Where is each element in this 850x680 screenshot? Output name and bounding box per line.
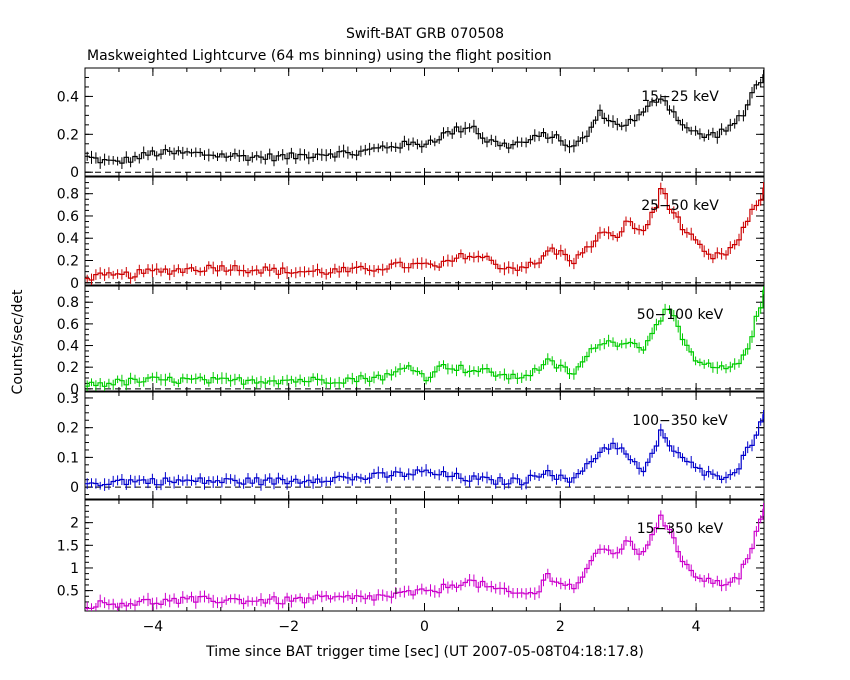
x-tick-label: 4 <box>692 619 701 635</box>
series-line <box>85 289 764 387</box>
panel-1: 0 0.2 0.4 15−25 keV <box>57 67 765 181</box>
y-tick-label: 0 <box>70 165 79 181</box>
y-tick-label: 1 <box>70 561 79 577</box>
series-line <box>85 187 764 281</box>
series-line <box>85 508 764 609</box>
y-tick-label: 0.6 <box>57 209 79 225</box>
band-label: 15−25 keV <box>641 89 719 105</box>
y-tick-label: 0.4 <box>57 89 79 105</box>
panel-frame <box>84 499 765 612</box>
series-error-bars <box>86 69 764 169</box>
y-axis-label: Counts/sec/det <box>10 289 26 394</box>
panel-3: 0 0.2 0.4 0.6 0.8 50−100 keV <box>57 285 765 398</box>
chart-subtitle: Maskweighted Lightcurve (64 ms binning) … <box>87 48 552 64</box>
series-line <box>85 74 764 164</box>
y-tick-label: 0.2 <box>57 360 79 376</box>
panel-frame <box>84 67 765 177</box>
y-tick-label: 0 <box>70 276 79 292</box>
y-tick-label: 0.3 <box>57 391 79 407</box>
series-error-bars <box>86 503 764 611</box>
y-tick-label: 0.8 <box>57 295 79 311</box>
band-label: 100−350 keV <box>632 413 728 429</box>
y-tick-label: 1.5 <box>57 538 79 554</box>
band-label: 15−350 keV <box>637 521 724 537</box>
x-axis-label: Time since BAT trigger time [sec] (UT 20… <box>205 644 644 660</box>
chart-title: Swift-BAT GRB 070508 <box>346 26 504 42</box>
panel-2: 0 0.2 0.4 0.6 0.8 25−50 keV <box>57 176 765 292</box>
y-tick-label: 2 <box>70 516 79 532</box>
y-tick-label: 0.2 <box>57 254 79 270</box>
y-tick-label: 0.4 <box>57 339 79 355</box>
y-tick-label: 0 <box>70 382 79 398</box>
y-tick-label: 0.2 <box>57 127 79 143</box>
y-tick-label: 0.8 <box>57 187 79 203</box>
y-tick-label: 0.6 <box>57 317 79 333</box>
y-tick-label: 0.4 <box>57 231 79 247</box>
panel-5: 0.5 1 1.5 2 15−350 keV −4 −2 0 2 4 <box>57 499 765 635</box>
band-label: 50−100 keV <box>637 307 724 323</box>
y-tick-label: 0.5 <box>57 584 79 600</box>
panel-4: 0 0.1 0.2 0.3 100−350 keV <box>57 391 765 500</box>
y-tick-label: 0 <box>70 480 79 496</box>
y-tick-label: 0.1 <box>57 450 79 466</box>
series-line <box>85 414 764 487</box>
x-tick-label: 2 <box>556 619 565 635</box>
x-tick-label: 0 <box>420 619 429 635</box>
y-tick-label: 0.2 <box>57 421 79 437</box>
x-tick-label: −4 <box>143 619 164 635</box>
band-label: 25−50 keV <box>641 198 719 214</box>
series-error-bars <box>86 286 764 391</box>
x-tick-label: −2 <box>278 619 299 635</box>
